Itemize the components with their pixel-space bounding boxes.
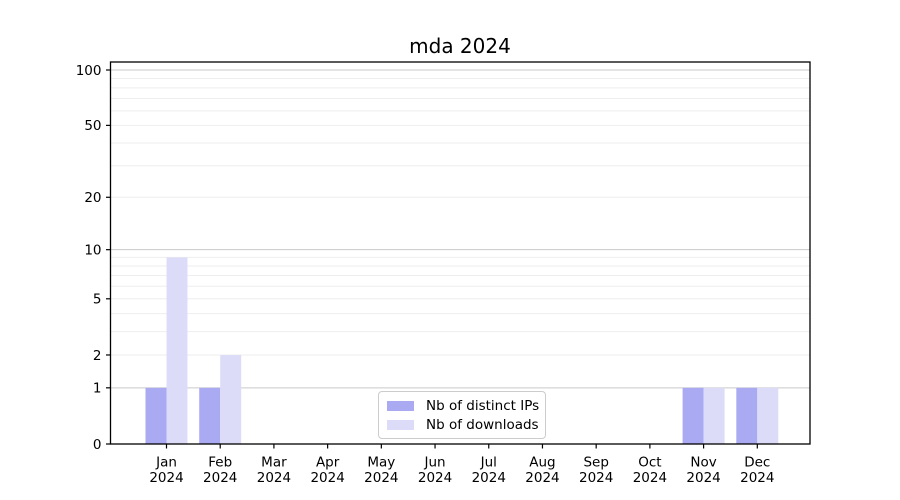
x-tick-label-month: Jun <box>423 455 445 471</box>
y-tick-label: 5 <box>93 292 102 308</box>
x-tick-label-year: 2024 <box>310 470 344 486</box>
x-tick-label-year: 2024 <box>257 470 291 486</box>
x-tick-label-year: 2024 <box>686 470 720 486</box>
bar-downloads-dec <box>757 387 779 444</box>
plot-border <box>109 61 811 445</box>
legend-label-downloads: Nb of downloads <box>426 416 539 433</box>
y-tick-label: 100 <box>76 63 102 79</box>
y-tick-label: 1 <box>93 381 102 397</box>
legend-swatch-downloads <box>387 419 414 430</box>
bar-distinct-ips-jan <box>145 387 167 444</box>
x-tick-label-year: 2024 <box>418 470 452 486</box>
x-tick-label-year: 2024 <box>472 470 506 486</box>
bar-distinct-ips-nov <box>682 387 704 444</box>
y-tick-label: 0 <box>93 437 102 453</box>
x-tick-label-month: Nov <box>690 455 716 471</box>
x-tick-label-month: Mar <box>261 455 287 471</box>
legend-item-downloads: Nb of downloads <box>387 416 539 434</box>
y-tick-label: 2 <box>93 348 102 364</box>
bar-downloads-nov <box>703 387 725 444</box>
legend: Nb of distinct IPs Nb of downloads <box>378 391 546 439</box>
x-tick-label-year: 2024 <box>203 470 237 486</box>
x-tick-label-month: Jan <box>155 455 177 471</box>
x-tick-label-month: May <box>367 455 395 471</box>
legend-swatch-distinct-ips <box>387 401 414 412</box>
x-tick-label-year: 2024 <box>579 470 613 486</box>
y-tick-label: 50 <box>84 118 101 134</box>
y-tick-label: 20 <box>84 190 101 206</box>
x-tick-label-month: Apr <box>316 455 340 471</box>
x-tick-label-month: Dec <box>744 455 770 471</box>
x-tick-label-year: 2024 <box>740 470 774 486</box>
x-tick-label-year: 2024 <box>525 470 559 486</box>
chart-title: mda 2024 <box>409 34 511 58</box>
x-tick-label-month: Jul <box>480 455 497 471</box>
x-tick-label-year: 2024 <box>633 470 667 486</box>
x-tick-label-month: Oct <box>638 455 661 471</box>
x-tick-label-month: Aug <box>529 455 555 471</box>
bar-downloads-feb <box>220 354 242 444</box>
bar-downloads-jan <box>166 257 188 444</box>
legend-label-distinct-ips: Nb of distinct IPs <box>426 398 540 415</box>
bar-distinct-ips-feb <box>199 387 221 444</box>
x-tick-label-month: Feb <box>208 455 232 471</box>
x-tick-label-year: 2024 <box>149 470 183 486</box>
x-tick-label-month: Sep <box>583 455 608 471</box>
x-tick-label-year: 2024 <box>364 470 398 486</box>
y-tick-label: 10 <box>84 242 101 258</box>
legend-item-distinct-ips: Nb of distinct IPs <box>387 397 540 415</box>
bar-distinct-ips-dec <box>736 387 758 444</box>
